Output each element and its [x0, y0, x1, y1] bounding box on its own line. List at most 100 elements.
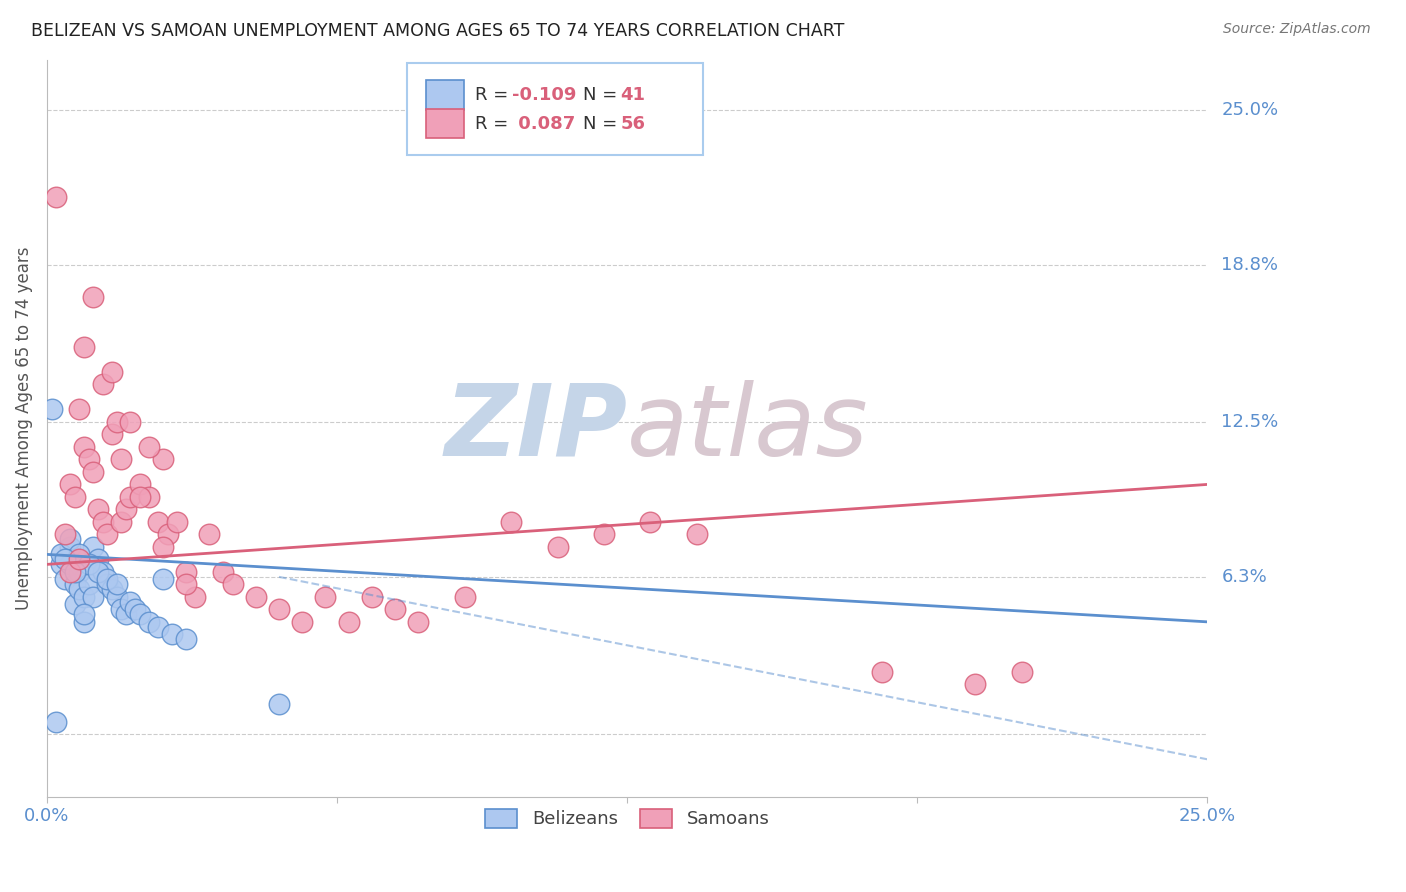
- Point: [49, 558, 72, 572]
- Point: [212, 565, 235, 579]
- Point: [384, 602, 406, 616]
- Point: [91, 515, 114, 529]
- Point: [87, 565, 110, 579]
- Point: [174, 577, 197, 591]
- Point: [59, 558, 82, 572]
- Point: [67, 552, 90, 566]
- Point: [221, 577, 243, 591]
- Point: [267, 602, 290, 616]
- Y-axis label: Unemployment Among Ages 65 to 74 years: Unemployment Among Ages 65 to 74 years: [15, 246, 32, 610]
- Point: [120, 490, 142, 504]
- Point: [82, 465, 104, 479]
- Point: [82, 590, 104, 604]
- Point: [91, 377, 114, 392]
- Point: [110, 452, 132, 467]
- Text: -0.109: -0.109: [512, 86, 576, 104]
- Point: [114, 607, 136, 622]
- Point: [128, 607, 150, 622]
- Text: 56: 56: [620, 115, 645, 133]
- Point: [59, 477, 82, 491]
- FancyBboxPatch shape: [406, 63, 703, 155]
- Point: [63, 490, 86, 504]
- Point: [59, 565, 82, 579]
- Point: [73, 615, 96, 629]
- Point: [55, 527, 77, 541]
- Text: Source: ZipAtlas.com: Source: ZipAtlas.com: [1223, 22, 1371, 37]
- Point: [96, 577, 118, 591]
- Text: 25.0%: 25.0%: [1222, 101, 1278, 119]
- Text: BELIZEAN VS SAMOAN UNEMPLOYMENT AMONG AGES 65 TO 74 YEARS CORRELATION CHART: BELIZEAN VS SAMOAN UNEMPLOYMENT AMONG AG…: [31, 22, 845, 40]
- Point: [138, 490, 160, 504]
- Point: [152, 540, 174, 554]
- Point: [41, 402, 63, 417]
- Text: R =: R =: [475, 115, 515, 133]
- Point: [184, 590, 207, 604]
- Point: [174, 565, 197, 579]
- Point: [156, 527, 179, 541]
- Point: [124, 602, 146, 616]
- Point: [96, 573, 118, 587]
- Point: [686, 527, 709, 541]
- Point: [77, 452, 100, 467]
- Point: [101, 365, 124, 379]
- Point: [105, 415, 128, 429]
- Text: 41: 41: [620, 86, 645, 104]
- Text: 0.087: 0.087: [512, 115, 575, 133]
- Point: [128, 477, 150, 491]
- Text: 6.3%: 6.3%: [1222, 568, 1267, 586]
- Point: [91, 565, 114, 579]
- Text: N =: N =: [583, 86, 623, 104]
- Point: [114, 502, 136, 516]
- Point: [547, 540, 569, 554]
- Text: 18.8%: 18.8%: [1222, 255, 1278, 274]
- Point: [73, 340, 96, 354]
- Point: [77, 577, 100, 591]
- Point: [45, 190, 67, 204]
- Point: [105, 590, 128, 604]
- Point: [160, 627, 183, 641]
- Point: [120, 415, 142, 429]
- Point: [501, 515, 523, 529]
- Point: [110, 602, 132, 616]
- Text: atlas: atlas: [627, 380, 869, 476]
- Point: [67, 565, 90, 579]
- Point: [128, 490, 150, 504]
- Point: [872, 665, 894, 679]
- Point: [67, 582, 90, 597]
- Point: [73, 590, 96, 604]
- Point: [198, 527, 221, 541]
- Text: ZIP: ZIP: [444, 380, 627, 476]
- Point: [245, 590, 267, 604]
- Point: [138, 615, 160, 629]
- Point: [148, 515, 170, 529]
- Point: [101, 427, 124, 442]
- Point: [148, 620, 170, 634]
- Point: [77, 558, 100, 572]
- Point: [105, 577, 128, 591]
- Text: 12.5%: 12.5%: [1222, 413, 1278, 431]
- Point: [63, 577, 86, 591]
- Point: [965, 677, 987, 691]
- Point: [67, 548, 90, 562]
- Point: [267, 698, 290, 712]
- Point: [96, 527, 118, 541]
- Text: N =: N =: [583, 115, 623, 133]
- Point: [291, 615, 314, 629]
- Point: [59, 540, 82, 554]
- Point: [55, 573, 77, 587]
- Point: [73, 607, 96, 622]
- Point: [67, 402, 90, 417]
- Point: [337, 615, 360, 629]
- FancyBboxPatch shape: [426, 109, 464, 138]
- Point: [110, 515, 132, 529]
- Point: [87, 552, 110, 566]
- Point: [82, 290, 104, 304]
- Point: [152, 573, 174, 587]
- Point: [82, 540, 104, 554]
- Point: [101, 582, 124, 597]
- Point: [166, 515, 188, 529]
- Point: [138, 440, 160, 454]
- Point: [73, 440, 96, 454]
- Legend: Belizeans, Samoans: Belizeans, Samoans: [478, 802, 776, 836]
- Point: [120, 595, 142, 609]
